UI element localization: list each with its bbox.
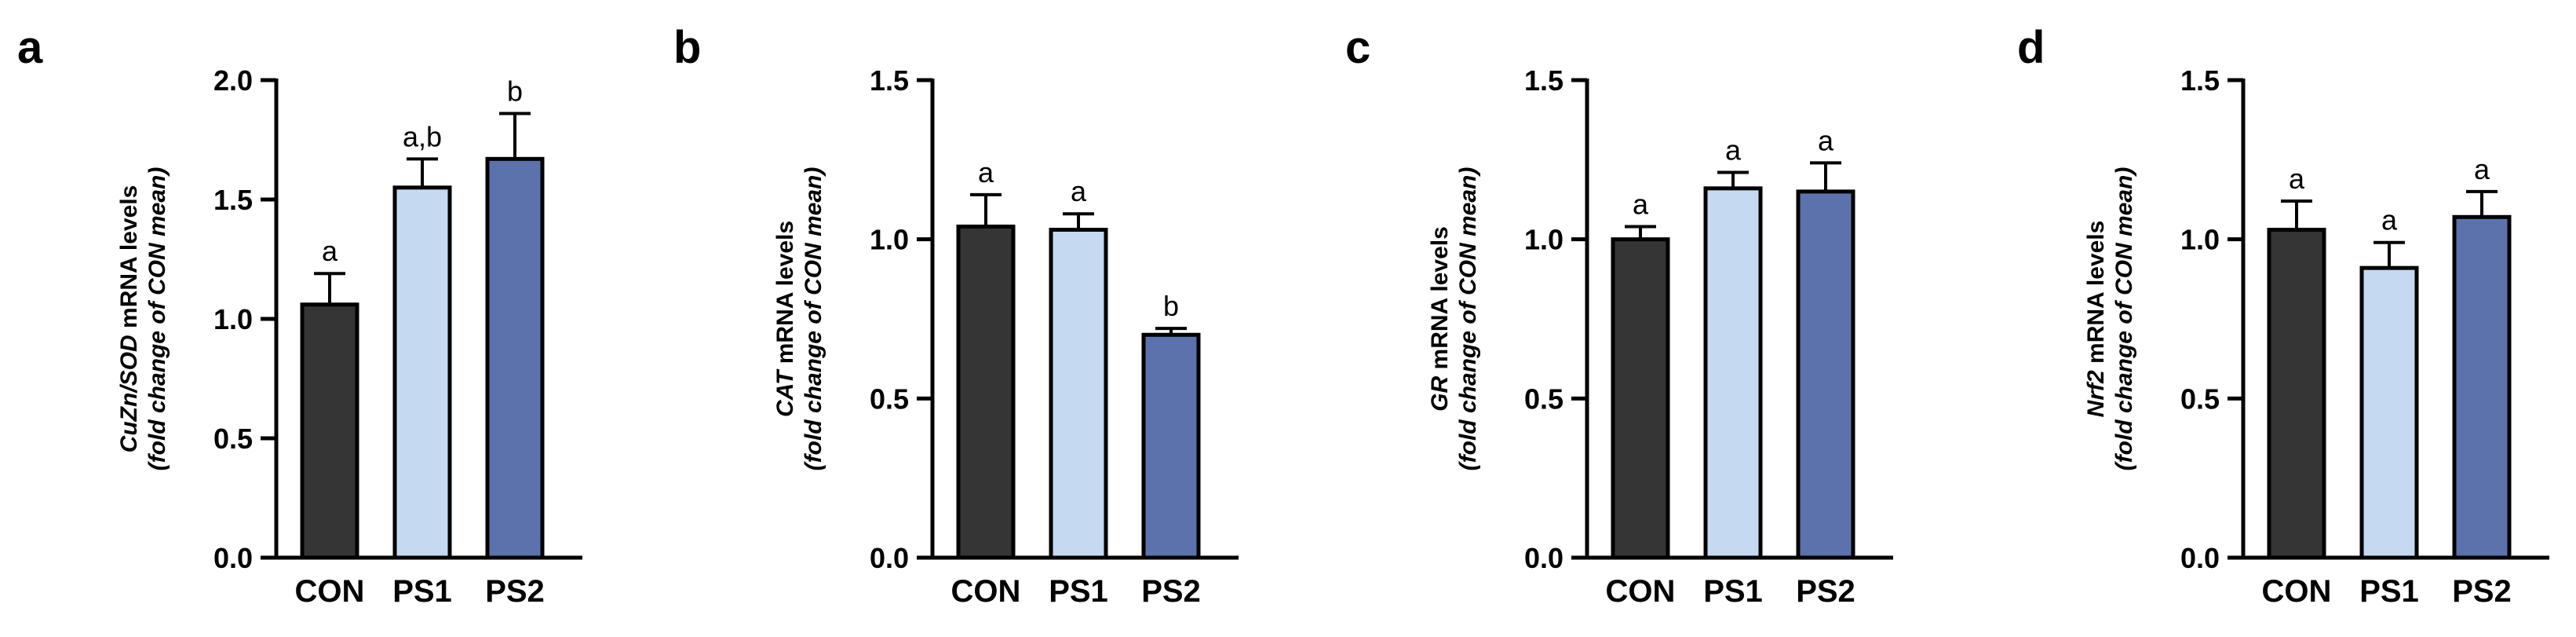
bar-con — [2267, 228, 2326, 560]
significance-label: a — [1071, 175, 1087, 207]
bar-ps1 — [392, 185, 452, 560]
panel-b: b CAT mRNA levels (fold change of CON mean… — [673, 22, 1239, 609]
y-tick-label: 2.0 — [213, 64, 253, 97]
significance-label: a — [2474, 153, 2490, 185]
y-axis-title-rest: mRNA levels — [2083, 221, 2109, 371]
significance-label: a — [978, 156, 994, 189]
y-axis-title-line1: CAT mRNA levels — [772, 221, 798, 417]
x-tick-label: CON — [2262, 574, 2332, 609]
significance-label: b — [1163, 290, 1179, 322]
y-axis-title-line2: (fold change of CON mean) — [144, 167, 170, 471]
x-tick-label: PS1 — [392, 574, 452, 609]
y-tick-label: 0.0 — [2180, 542, 2220, 574]
y-axis-gene: Nrf2 — [2083, 370, 2109, 417]
y-tick-label: 1.0 — [1524, 224, 1563, 256]
significance-label: a — [1725, 134, 1742, 167]
panel-letter: a — [17, 22, 43, 73]
bar-ps1 — [1049, 228, 1108, 560]
panel-letter: d — [2017, 22, 2045, 73]
panel-a: a CuZn/SOD mRNA levels (fold change of CON… — [17, 22, 582, 609]
bar-ps1 — [2359, 265, 2419, 560]
y-tick-label: 1.0 — [213, 303, 253, 335]
bar-con — [956, 224, 1016, 560]
panel-letter: c — [1345, 22, 1370, 73]
y-tick-label: 0.0 — [213, 542, 253, 574]
panel-c: c GR mRNA levels (fold change of CON mean)… — [1345, 22, 1893, 609]
x-tick-label: CON — [295, 574, 365, 609]
bar-con — [300, 302, 359, 560]
y-axis-title-rest: mRNA levels — [116, 185, 142, 335]
y-axis-title-line2: (fold change of CON mean) — [2111, 167, 2137, 471]
significance-label: a — [322, 235, 338, 267]
significance-label: b — [507, 75, 523, 108]
panel-letter: b — [673, 22, 701, 73]
y-axis-title-line2: (fold change of CON mean) — [801, 167, 826, 471]
y-tick-label: 1.0 — [870, 224, 909, 256]
y-axis-title: CuZn/SOD mRNA levels (fold change of CON … — [116, 167, 170, 471]
y-axis-gene: CAT — [772, 368, 798, 417]
y-tick-label: 1.5 — [213, 184, 253, 216]
significance-label: a,b — [403, 120, 442, 152]
y-axis-gene: CuZn/SOD — [116, 335, 142, 452]
y-axis-gene: GR — [1427, 375, 1453, 411]
x-tick-label: PS2 — [1141, 574, 1201, 609]
x-tick-label: PS1 — [1049, 574, 1108, 609]
y-tick-label: 0.0 — [870, 542, 909, 574]
y-axis-title-line1: CuZn/SOD mRNA levels — [116, 185, 142, 453]
x-tick-label: PS1 — [1703, 574, 1763, 609]
y-axis-title-rest: mRNA levels — [772, 221, 798, 371]
y-axis-title: Nrf2 mRNA levels (fold change of CON mean… — [2083, 167, 2137, 471]
x-tick-label: CON — [1606, 574, 1676, 609]
y-tick-label: 0.0 — [1524, 542, 1563, 574]
y-tick-label: 0.5 — [2180, 383, 2220, 415]
y-tick-label: 1.0 — [2180, 224, 2220, 256]
bar-ps2 — [1796, 189, 1855, 560]
significance-label: a — [1818, 124, 1834, 156]
significance-label: a — [2381, 204, 2398, 236]
bar-ps2 — [485, 156, 545, 560]
bar-ps2 — [1141, 332, 1201, 560]
y-tick-label: 0.5 — [1524, 383, 1563, 415]
y-axis-title: CAT mRNA levels (fold change of CON mean) — [772, 167, 826, 471]
bar-con — [1611, 237, 1670, 560]
y-tick-label: 1.5 — [2180, 64, 2220, 97]
y-tick-label: 1.5 — [870, 64, 909, 97]
x-tick-label: PS1 — [2359, 574, 2419, 609]
x-tick-label: PS2 — [2452, 574, 2512, 609]
y-tick-label: 1.5 — [1524, 64, 1563, 97]
y-axis-title-line1: Nrf2 mRNA levels — [2083, 221, 2109, 418]
significance-label: a — [1633, 188, 1649, 220]
panel-d: d Nrf2 mRNA levels (fold change of CON mea… — [2017, 22, 2549, 609]
bar-ps2 — [2452, 214, 2512, 560]
y-axis-title-rest: mRNA levels — [1427, 226, 1453, 376]
y-axis-title-line1: GR mRNA levels — [1427, 226, 1453, 412]
significance-label: a — [2289, 163, 2305, 195]
x-tick-label: PS2 — [485, 574, 545, 609]
y-tick-label: 0.5 — [213, 423, 253, 455]
y-tick-label: 0.5 — [870, 383, 909, 415]
y-axis-title: GR mRNA levels (fold change of CON mean) — [1427, 167, 1481, 471]
y-axis-title-line2: (fold change of CON mean) — [1455, 167, 1481, 471]
x-tick-label: PS2 — [1796, 574, 1855, 609]
x-tick-label: CON — [951, 574, 1021, 609]
bar-ps1 — [1703, 186, 1763, 560]
